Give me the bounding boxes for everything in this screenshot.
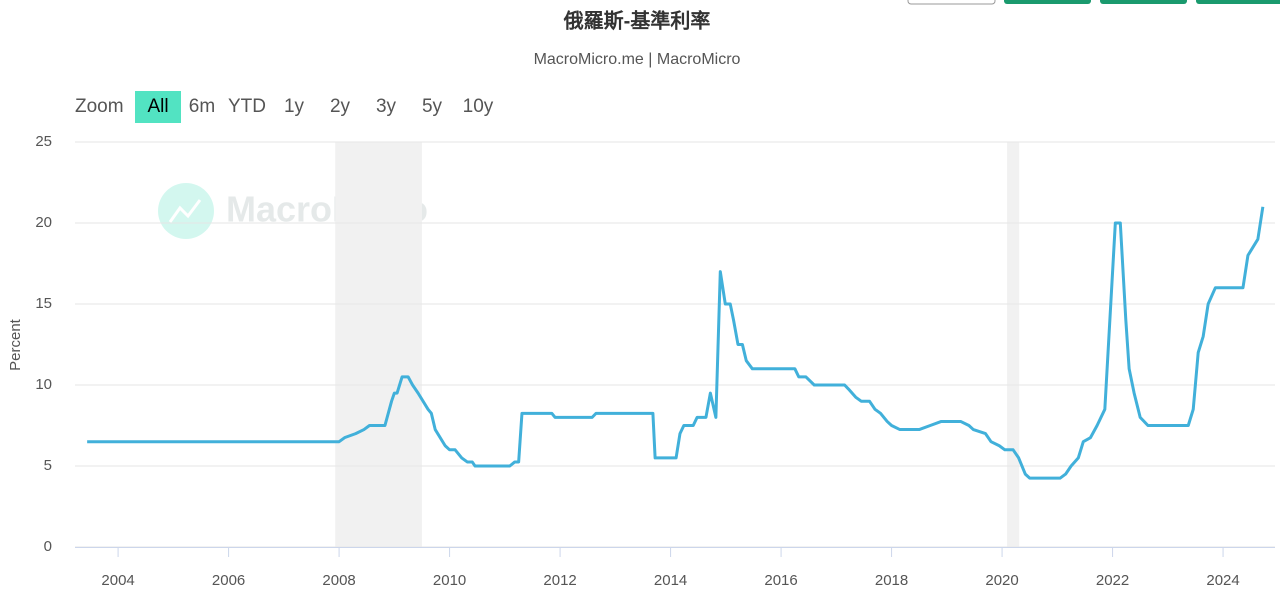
shaded-range	[335, 142, 422, 547]
zoom-button[interactable]: YTD	[228, 96, 266, 117]
y-tick-label: 20	[35, 214, 52, 231]
y-tick-label: 0	[44, 538, 52, 555]
y-axis-label: Percent	[7, 318, 24, 371]
x-tick-label: 2022	[1096, 572, 1129, 589]
x-tick-label: 2020	[985, 572, 1018, 589]
y-tick-label: 25	[35, 133, 52, 150]
watermark-logo	[158, 183, 214, 239]
zoom-button[interactable]: 6m	[189, 96, 215, 117]
chart-title: 俄羅斯-基準利率	[563, 8, 711, 32]
shaded-range	[1007, 142, 1020, 547]
top-button[interactable]	[1100, 0, 1187, 4]
y-tick-label: 15	[35, 295, 52, 312]
zoom-button-bg[interactable]	[135, 91, 181, 123]
zoom-label: Zoom	[75, 96, 124, 117]
zoom-button[interactable]: 2y	[330, 96, 351, 117]
y-tick-label: 5	[44, 457, 52, 474]
x-tick-label: 2012	[543, 572, 576, 589]
x-tick-label: 2024	[1206, 572, 1239, 589]
chart-subtitle: MacroMicro.me | MacroMicro	[534, 51, 741, 68]
zoom-button[interactable]: 5y	[422, 96, 443, 117]
line-series	[87, 206, 1265, 480]
y-tick-label: 10	[35, 376, 52, 393]
zoom-button[interactable]: All	[147, 96, 168, 117]
x-tick-label: 2016	[764, 572, 797, 589]
x-tick-label: 2018	[875, 572, 908, 589]
top-button[interactable]	[1004, 0, 1091, 4]
x-tick-label: 2008	[322, 572, 355, 589]
x-tick-label: 2006	[212, 572, 245, 589]
x-tick-label: 2010	[433, 572, 466, 589]
zoom-button[interactable]: 3y	[376, 96, 397, 117]
top-button[interactable]	[907, 0, 996, 5]
range-selector: Zoom All 6m YTD 1y 2y 3y 5y 10y	[75, 91, 494, 123]
zoom-button[interactable]: 10y	[463, 96, 494, 117]
watermark-logo	[168, 199, 202, 223]
zoom-button[interactable]: 1y	[284, 96, 305, 117]
x-tick-label: 2004	[101, 572, 134, 589]
top-button[interactable]	[1196, 0, 1280, 4]
x-tick-label: 2014	[654, 572, 687, 589]
